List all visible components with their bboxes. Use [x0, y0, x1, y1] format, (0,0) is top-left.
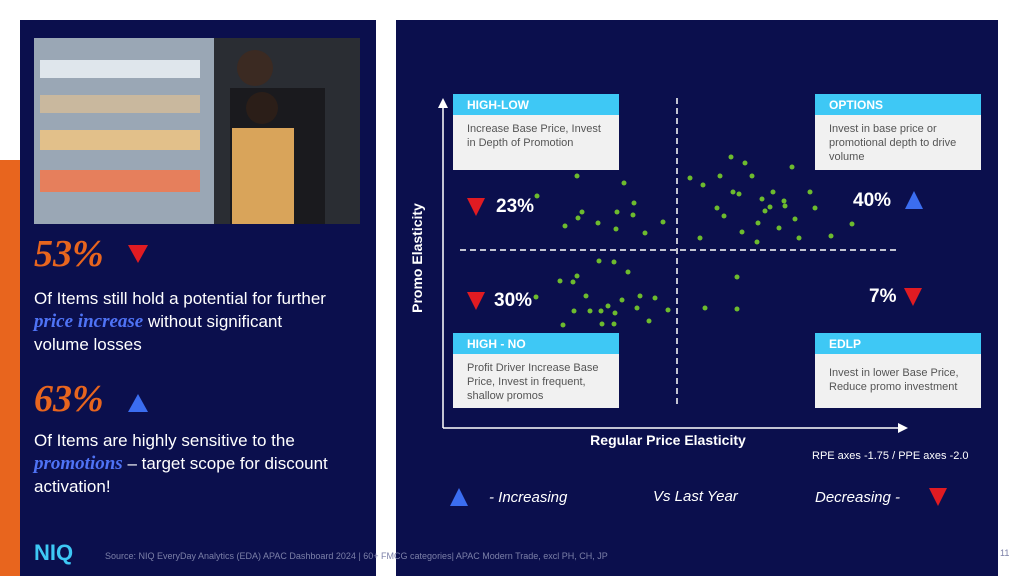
stat-value: 53%	[34, 233, 104, 275]
quadrant-text: Profit Driver Increase Base Price, Inves…	[453, 354, 619, 408]
photo	[34, 38, 360, 224]
source: Source: NIQ EveryDay Analytics (EDA) APA…	[105, 551, 608, 561]
axes	[438, 98, 908, 433]
quadrant: HIGH - NO Profit Driver Increase Base Pri…	[453, 333, 619, 408]
quadrant-title: HIGH - NO	[453, 333, 619, 354]
text: Of Items are highly sensitive to the	[34, 431, 295, 450]
text: without significant volume losses	[34, 312, 283, 354]
quadrant-title: HIGH-LOW	[453, 94, 619, 115]
legend-increasing: - Increasing	[489, 489, 568, 506]
quadrant-text: Invest in lower Base Price, Reduce promo…	[815, 354, 981, 408]
y-axis-label: Promo Elasticity	[409, 203, 425, 313]
quadrant-percent: 30%	[494, 290, 533, 311]
quadrant-text: Increase Base Price, Invest in Depth of …	[453, 115, 619, 170]
stat-value: 63%	[34, 378, 104, 420]
quadrant-percent: 7%	[869, 286, 897, 307]
accent-strip	[0, 160, 20, 576]
stat-text: Of Items are highly sensitive to the pro…	[34, 429, 334, 498]
quadrant-percent: 23%	[496, 196, 535, 217]
stat-text: Of Items still hold a potential for furt…	[34, 287, 334, 356]
x-axis-label: Regular Price Elasticity	[590, 432, 746, 448]
emphasis: promotions	[34, 453, 123, 474]
quadrant: OPTIONS Invest in base price or promotion…	[815, 94, 981, 170]
quadrant-title: EDLP	[815, 333, 981, 354]
text: Of Items still hold a potential for furt…	[34, 289, 326, 308]
text: – target scope for discount activation!	[34, 454, 328, 496]
logo: NIQ	[34, 540, 74, 565]
quadrant-title: OPTIONS	[815, 94, 981, 115]
quadrant-text: Invest in base price or promotional dept…	[815, 115, 981, 170]
triangle-icons	[128, 191, 947, 506]
legend-decreasing: Decreasing -	[815, 489, 901, 506]
legend-center: Vs Last Year	[653, 488, 738, 505]
scatter-dots	[533, 154, 855, 328]
quadrant-percent: 40%	[853, 190, 892, 211]
page-number: 11	[1000, 548, 1010, 558]
quadrant: EDLP Invest in lower Base Price, Reduce p…	[815, 333, 981, 408]
axes-note: RPE axes -1.75 / PPE axes -2.0	[812, 450, 969, 462]
emphasis: price increase	[34, 311, 144, 332]
quadrant: HIGH-LOW Increase Base Price, Invest in D…	[453, 94, 619, 170]
